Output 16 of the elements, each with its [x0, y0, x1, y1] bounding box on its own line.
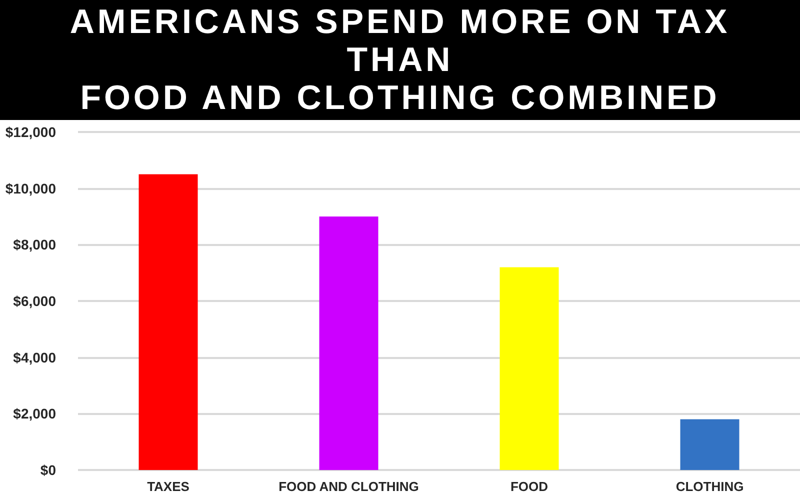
bar	[138, 174, 198, 470]
y-tick-label: $2,000	[13, 406, 56, 422]
y-tick-label: $4,000	[13, 349, 56, 366]
bar	[319, 216, 378, 470]
y-tick-label: $0	[40, 462, 56, 478]
y-tick-label: $10,000	[5, 180, 56, 196]
chart-title: AMERICANS SPEND MORE ON TAX THAN FOOD AND CLOTHING COMBINED	[0, 0, 800, 120]
y-tick-label: $8,000	[13, 236, 56, 253]
x-tick-label: CLOTHING	[676, 479, 744, 494]
y-tick-label: $6,000	[13, 293, 56, 309]
bar	[680, 419, 740, 470]
x-tick-label: FOOD	[510, 479, 548, 494]
x-tick-label: TAXES	[147, 479, 190, 494]
bar	[500, 267, 559, 470]
y-tick-label: $12,000	[5, 124, 56, 140]
x-tick-label: FOOD AND CLOTHING	[278, 479, 419, 494]
